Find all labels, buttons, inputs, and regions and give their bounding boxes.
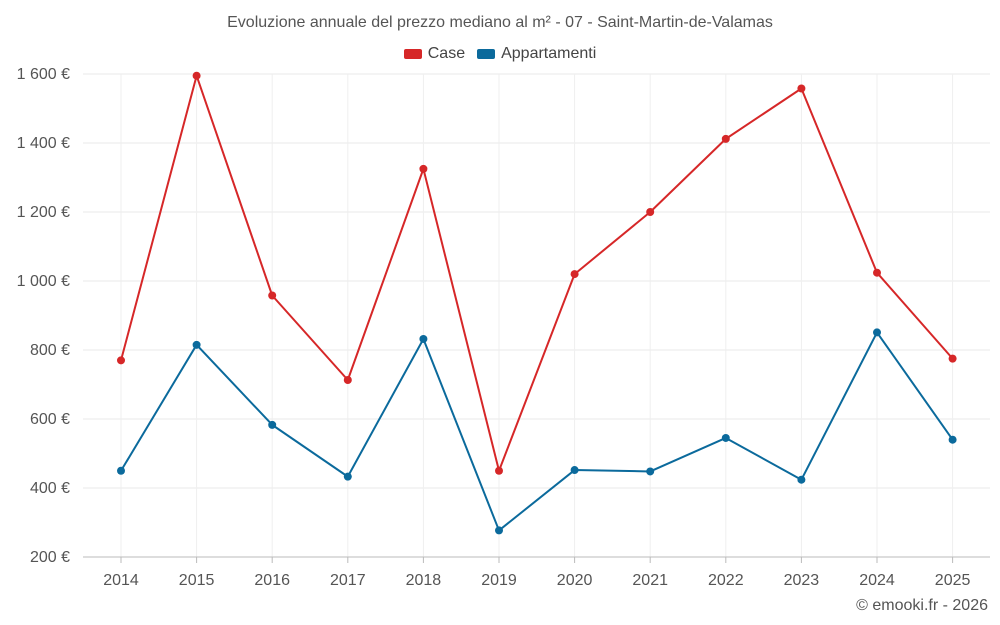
chart-title: Evoluzione annuale del prezzo mediano al… [227,14,773,31]
y-tick-label: 1 400 € [17,135,70,152]
x-tick-label: 2014 [103,572,139,589]
data-point-appartamenti[interactable] [646,467,655,476]
data-point-case[interactable] [721,134,730,143]
data-point-case[interactable] [343,376,352,385]
series-line-case [120,74,954,472]
data-point-appartamenti[interactable] [797,475,806,484]
chart-legend: Case Appartamenti [0,45,1000,63]
x-tick-label: 2021 [632,572,668,589]
data-point-case[interactable] [797,84,806,93]
data-point-appartamenti[interactable] [343,472,352,481]
x-tick-label: 2023 [784,572,820,589]
legend-swatch-case [403,49,422,59]
data-point-case[interactable] [192,71,201,80]
y-tick-label: 1 600 € [17,66,70,83]
x-axis: 2014 2015 2016 2017 2018 2019 2020 2021 2022 2023… [83,556,990,589]
data-point-appartamenti[interactable] [873,328,881,337]
y-tick-label: 1 200 € [17,204,70,221]
legend-swatch-appartamenti [477,49,496,59]
y-tick-label: 1 000 € [17,273,70,290]
grid-lines [83,73,990,558]
legend-item-case[interactable]: Case [403,45,466,63]
x-tick-label: 2022 [708,572,744,589]
data-point-case[interactable] [419,164,428,173]
data-point-case[interactable] [117,356,125,365]
x-tick-label: 2025 [935,572,971,589]
data-point-case[interactable] [873,268,881,277]
legend-label-case: Case [427,45,466,62]
y-tick-label: 800 € [30,342,70,359]
legend-label-appartamenti: Appartamenti [501,45,597,62]
x-tick-label: 2015 [179,572,215,589]
data-point-case[interactable] [948,354,957,363]
data-point-appartamenti[interactable] [495,526,503,535]
data-point-appartamenti[interactable] [570,466,579,475]
legend-item-appartamenti[interactable]: Appartamenti [477,45,596,63]
credit-text: © emooki.fr - 2026 [856,597,988,614]
series-layer [117,71,957,535]
data-point-case[interactable] [646,208,655,216]
data-point-appartamenti[interactable] [192,340,201,349]
x-tick-label: 2017 [330,572,366,589]
data-point-appartamenti[interactable] [419,334,428,343]
data-point-appartamenti[interactable] [721,433,730,442]
x-tick-label: 2024 [859,572,895,589]
y-tick-label: 600 € [30,411,70,428]
y-tick-label: 200 € [30,549,70,566]
data-point-appartamenti[interactable] [948,435,957,444]
data-point-case[interactable] [495,466,503,475]
x-tick-label: 2018 [406,572,442,589]
x-tick-label: 2020 [557,572,593,589]
data-point-appartamenti[interactable] [268,420,277,429]
x-tick-label: 2019 [481,572,517,589]
y-tick-label: 400 € [30,480,70,497]
data-point-case[interactable] [268,291,277,300]
x-tick-label: 2016 [254,572,290,589]
y-axis: 200 € 400 € 600 € 800 € 1 000 € 1 200 € 1 400 … [17,66,70,566]
data-point-appartamenti[interactable] [117,466,125,475]
data-point-case[interactable] [570,270,579,279]
series-line-appartamenti [120,331,954,532]
